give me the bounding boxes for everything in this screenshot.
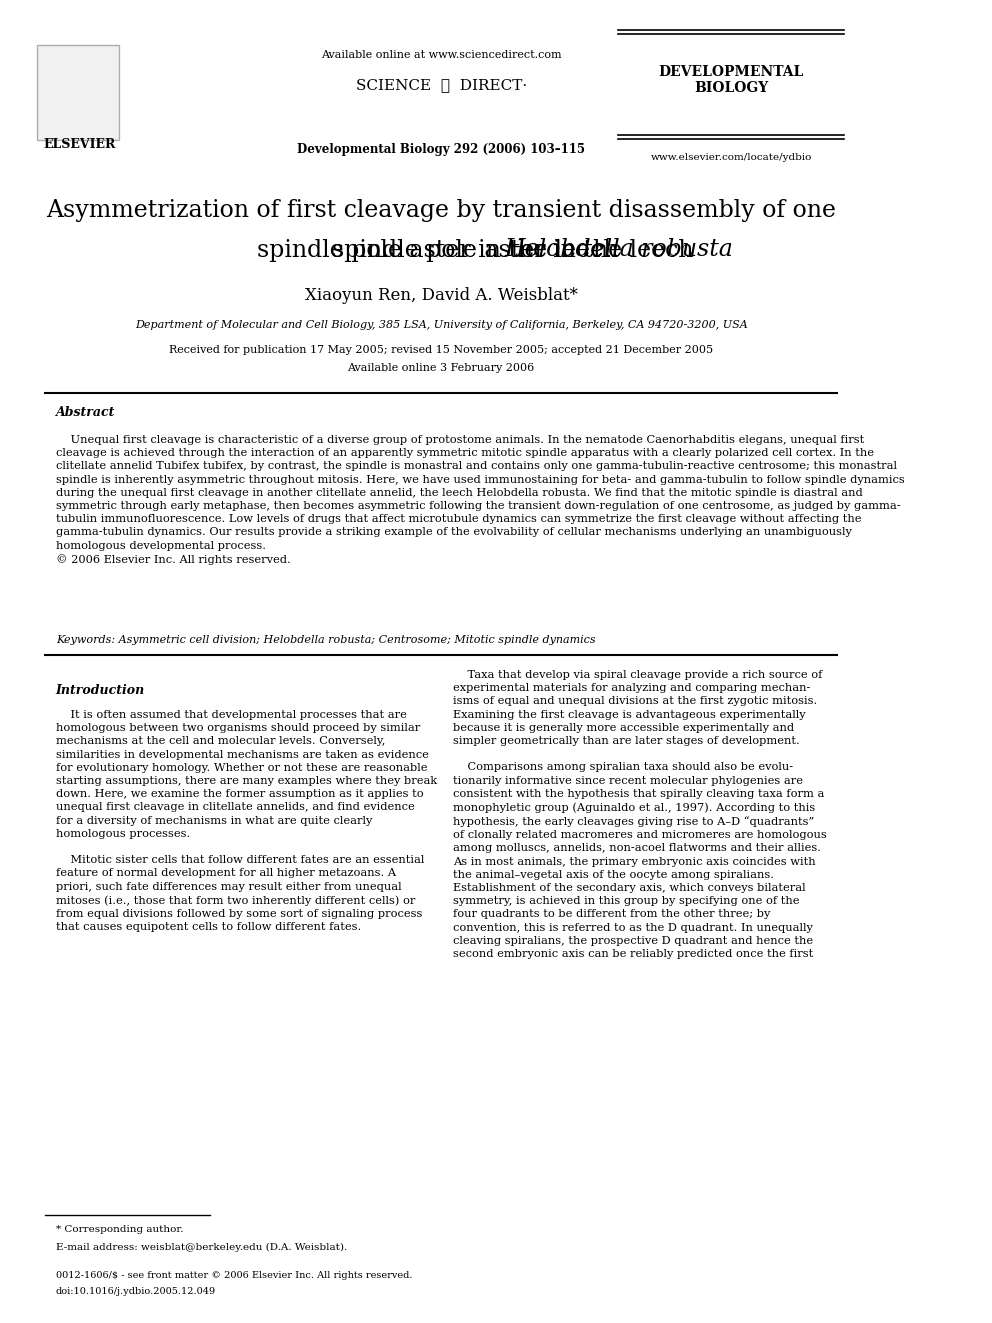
Text: * Corresponding author.: * Corresponding author. [56,1225,184,1234]
Text: spindle pole aster in the leech: spindle pole aster in the leech [257,238,626,262]
Text: ELSEVIER: ELSEVIER [44,139,116,152]
Text: Introduction: Introduction [56,684,145,696]
Text: www.elsevier.com/locate/ydbio: www.elsevier.com/locate/ydbio [651,153,811,163]
Text: spindle pole aster in the leech: spindle pole aster in the leech [331,238,700,262]
Text: Keywords: Asymmetric cell division; Helobdella robusta; Centrosome; Mitotic spin: Keywords: Asymmetric cell division; Helo… [56,635,595,646]
Text: SCIENCE  ⓓ  DIRECT·: SCIENCE ⓓ DIRECT· [355,78,527,93]
Text: Taxa that develop via spiral cleavage provide a rich source of
experimental mate: Taxa that develop via spiral cleavage pr… [453,669,827,959]
Text: Xiaoyun Ren, David A. Weisblat*: Xiaoyun Ren, David A. Weisblat* [305,287,577,303]
Text: Department of Molecular and Cell Biology, 385 LSA, University of California, Ber: Department of Molecular and Cell Biology… [135,320,748,329]
Text: Asymmetrization of first cleavage by transient disassembly of one: Asymmetrization of first cleavage by tra… [47,198,836,221]
Text: It is often assumed that developmental processes that are
homologous between two: It is often assumed that developmental p… [56,710,436,931]
Text: Helobdella robusta: Helobdella robusta [504,238,733,262]
Text: Received for publication 17 May 2005; revised 15 November 2005; accepted 21 Dece: Received for publication 17 May 2005; re… [169,345,713,355]
Text: doi:10.1016/j.ydbio.2005.12.049: doi:10.1016/j.ydbio.2005.12.049 [56,1287,216,1297]
Text: Available online 3 February 2006: Available online 3 February 2006 [347,363,535,373]
Text: Available online at www.sciencedirect.com: Available online at www.sciencedirect.co… [320,50,561,60]
Text: E-mail address: weisblat@berkeley.edu (D.A. Weisblat).: E-mail address: weisblat@berkeley.edu (D… [56,1242,347,1252]
Text: Developmental Biology 292 (2006) 103–115: Developmental Biology 292 (2006) 103–115 [298,143,585,156]
Text: DEVELOPMENTAL
BIOLOGY: DEVELOPMENTAL BIOLOGY [659,65,804,95]
Text: Unequal first cleavage is characteristic of a diverse group of protostome animal: Unequal first cleavage is characteristic… [56,435,905,565]
Text: 0012-1606/$ - see front matter © 2006 Elsevier Inc. All rights reserved.: 0012-1606/$ - see front matter © 2006 El… [56,1270,413,1279]
Bar [37,45,119,140]
Text: Abstract: Abstract [56,406,115,419]
